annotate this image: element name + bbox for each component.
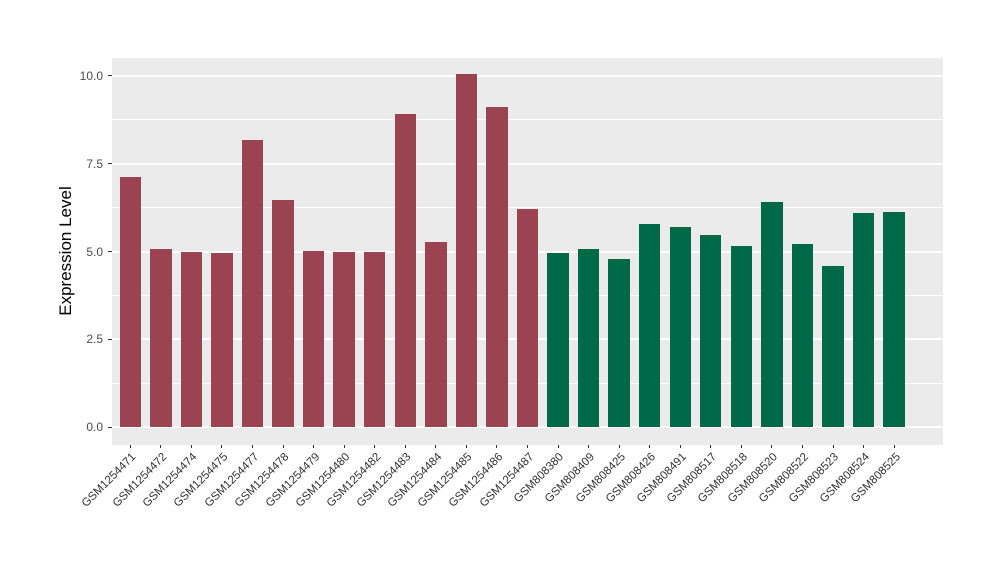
- bar: [791, 243, 814, 428]
- bar: [669, 226, 691, 428]
- gridline-minor: [112, 119, 943, 121]
- y-axis-tick: [108, 338, 112, 340]
- bar: [211, 252, 233, 428]
- bar: [150, 248, 172, 428]
- bar: [608, 259, 630, 428]
- gridline-major: [112, 74, 943, 77]
- x-axis-tick: [893, 445, 895, 448]
- y-axis-tick-label: 10.0: [79, 68, 103, 83]
- bar: [302, 250, 325, 428]
- bar: [639, 224, 661, 428]
- bar: [241, 139, 264, 428]
- y-axis-tick-label: 0.0: [86, 420, 103, 435]
- x-axis-tick: [771, 445, 773, 448]
- bar: [364, 251, 386, 428]
- bar: [119, 176, 141, 428]
- x-axis-tick: [679, 445, 681, 448]
- x-axis-tick: [160, 445, 162, 448]
- x-axis-tick: [252, 445, 254, 448]
- bar: [516, 209, 539, 428]
- gridline-major: [112, 162, 943, 165]
- x-axis-tick: [710, 445, 712, 448]
- x-axis-tick: [740, 445, 742, 448]
- x-axis-tick: [801, 445, 803, 448]
- y-axis-tick-label: 2.5: [86, 332, 103, 347]
- x-axis-tick: [863, 445, 865, 448]
- bar: [180, 251, 203, 428]
- plot-panel: [112, 58, 943, 445]
- x-axis-tick: [343, 445, 345, 448]
- x-axis-tick: [649, 445, 651, 448]
- gridline-major: [112, 426, 943, 429]
- bar: [272, 199, 294, 428]
- x-axis-tick: [221, 445, 223, 448]
- bar: [486, 106, 508, 428]
- bar: [883, 211, 905, 428]
- bar: [852, 212, 875, 428]
- x-axis-tick: [313, 445, 315, 448]
- x-axis-tick: [527, 445, 528, 448]
- y-axis-tick: [108, 251, 112, 252]
- bar: [333, 251, 355, 428]
- x-axis-tick: [282, 445, 284, 448]
- x-axis-tick: [435, 445, 437, 448]
- bar: [547, 253, 569, 428]
- bar: [394, 114, 416, 428]
- bar: [577, 248, 600, 428]
- bar: [730, 245, 753, 428]
- y-axis-tick-label: 5.0: [86, 244, 103, 259]
- y-axis-tick: [108, 75, 112, 77]
- bar: [822, 265, 844, 428]
- y-axis-tick: [108, 426, 112, 428]
- gridline-minor: [112, 207, 943, 209]
- x-axis-tick: [190, 445, 192, 448]
- x-axis-tick: [557, 445, 559, 448]
- x-axis-tick: [832, 445, 834, 448]
- y-axis-tick-label: 7.5: [86, 156, 103, 171]
- x-axis-tick: [496, 445, 498, 448]
- x-axis-tick: [404, 445, 406, 448]
- bar: [700, 234, 722, 428]
- x-axis-tick: [465, 445, 467, 448]
- x-axis-tick: [618, 445, 620, 448]
- x-axis-tick: [588, 445, 590, 448]
- bar: [425, 242, 447, 428]
- x-axis-tick: [129, 445, 131, 448]
- bar: [761, 202, 783, 428]
- y-axis-tick: [108, 163, 112, 165]
- bar: [455, 73, 478, 428]
- x-axis-tick: [374, 445, 376, 448]
